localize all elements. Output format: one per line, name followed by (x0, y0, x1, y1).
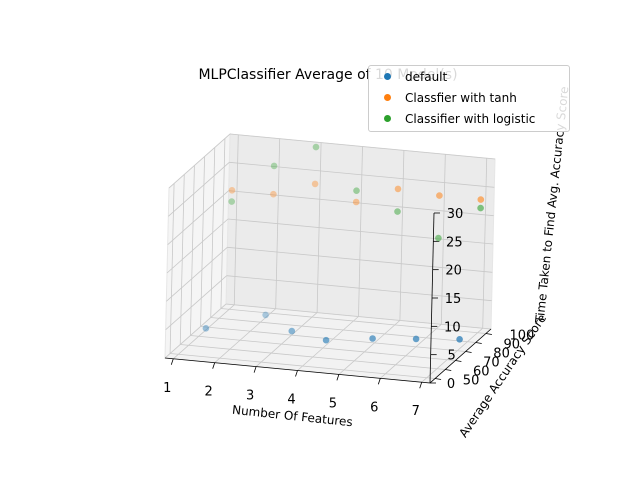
y-tick-mark (465, 351, 472, 353)
x-gridline-floor (297, 316, 359, 371)
data-point-series-1 (352, 198, 360, 206)
z-tick-label: 0 (447, 377, 455, 392)
y-tick-label: 50 (463, 374, 480, 389)
y-tick-mark (445, 369, 452, 371)
data-point-series-0 (262, 311, 269, 319)
data-point-series-1 (311, 180, 319, 188)
legend-marker (384, 94, 391, 101)
z-gridline-side (167, 190, 229, 245)
y-tick-label: 90 (503, 338, 520, 353)
legend-marker (384, 115, 391, 122)
data-point-series-2 (394, 208, 401, 215)
z-gridline-back (228, 190, 494, 217)
y-tick-mark (475, 342, 482, 344)
data-point-series-0 (456, 336, 463, 343)
z-tick-label: 30 (447, 207, 464, 222)
legend-label: Classfier with tanh (405, 90, 517, 105)
grid-lines (164, 133, 496, 389)
z-tick-label: 10 (444, 320, 461, 335)
legend-item-tanh: Classfier with tanh (369, 87, 569, 108)
data-point-series-1 (436, 192, 443, 199)
y-tick-label: 80 (493, 347, 510, 362)
x-tick-label: 4 (287, 393, 295, 408)
y-gridline-floor (200, 326, 466, 352)
legend-label: Classifier with logistic (405, 111, 536, 126)
data-point-series-2 (353, 187, 360, 194)
z-axis-line (429, 212, 435, 384)
x-gridline-floor (338, 320, 401, 375)
y-tick-label: 60 (473, 365, 490, 380)
x-tick-label: 3 (246, 389, 254, 404)
y-gridline-floor (170, 353, 436, 379)
data-point-series-0 (322, 336, 330, 344)
data-point-series-1 (394, 185, 402, 193)
x-gridline-floor (255, 312, 318, 367)
x-tick-mark (212, 362, 216, 369)
y-tick-mark (455, 360, 462, 362)
legend-marker (384, 73, 391, 80)
data-point-series-2 (312, 143, 320, 151)
data-point-series-0 (202, 325, 210, 332)
x-tick-mark (419, 382, 423, 389)
x-gridline-floor (173, 304, 235, 360)
x-gridline-floor (214, 308, 276, 363)
x-tick-label: 5 (329, 396, 337, 411)
y-tick-label: 100 (510, 329, 535, 344)
z-gridline-back (227, 218, 494, 245)
y-axis-line (429, 328, 492, 384)
x-tick-label: 6 (370, 400, 378, 415)
legend-item-default: default (369, 66, 569, 87)
x-axis-line (164, 357, 431, 384)
data-point-series-2 (270, 162, 278, 170)
y-gridline-floor (190, 335, 456, 361)
x-tick-mark (336, 374, 340, 381)
data-point-series-1 (270, 190, 277, 198)
x-tick-label: 2 (205, 385, 213, 400)
data-points (202, 143, 485, 344)
data-point-series-1 (477, 196, 485, 203)
y-tick-mark (485, 333, 492, 335)
data-point-series-0 (412, 335, 420, 343)
z-tick-label: 15 (445, 292, 462, 307)
legend-label: default (405, 69, 448, 84)
x-tick-label: 7 (412, 404, 420, 419)
z-gridline-back (229, 133, 496, 160)
x-tick-mark (295, 370, 298, 377)
data-point-series-2 (477, 204, 484, 212)
y-tick-label: 70 (483, 356, 500, 371)
y-gridline-floor (220, 308, 486, 334)
y-gridline-floor (180, 344, 446, 370)
z-gridline-side (165, 275, 227, 330)
z-gridline-side (166, 247, 228, 302)
z-gridline-side (168, 162, 230, 217)
z-gridline-back (225, 303, 492, 330)
data-point-series-0 (288, 327, 296, 335)
z-gridline-back (227, 246, 493, 273)
z-gridline-side (166, 218, 229, 274)
z-tick-label: 25 (446, 235, 463, 250)
z-gridline-side (168, 133, 231, 189)
x-gridline-floor (421, 327, 483, 383)
y-gridline-floor (210, 317, 476, 343)
y-tick-mark (435, 378, 442, 380)
data-point-series-2 (435, 234, 442, 242)
data-point-series-2 (228, 198, 235, 205)
z-tick-label: 5 (448, 349, 456, 364)
legend-item-logistic: Classifier with logistic (369, 108, 569, 129)
x-tick-mark (377, 378, 381, 385)
z-gridline-back (229, 161, 495, 188)
z-gridline-back (226, 275, 492, 302)
data-point-series-1 (228, 187, 236, 194)
z-gridline-side (164, 303, 227, 359)
x-tick-mark (253, 366, 257, 373)
z-tick-label: 20 (445, 264, 462, 279)
legend: default Classfier with tanh Classifier w… (368, 65, 570, 132)
x-tick-label: 1 (163, 381, 171, 396)
data-point-series-0 (369, 335, 376, 342)
x-tick-mark (170, 358, 174, 365)
